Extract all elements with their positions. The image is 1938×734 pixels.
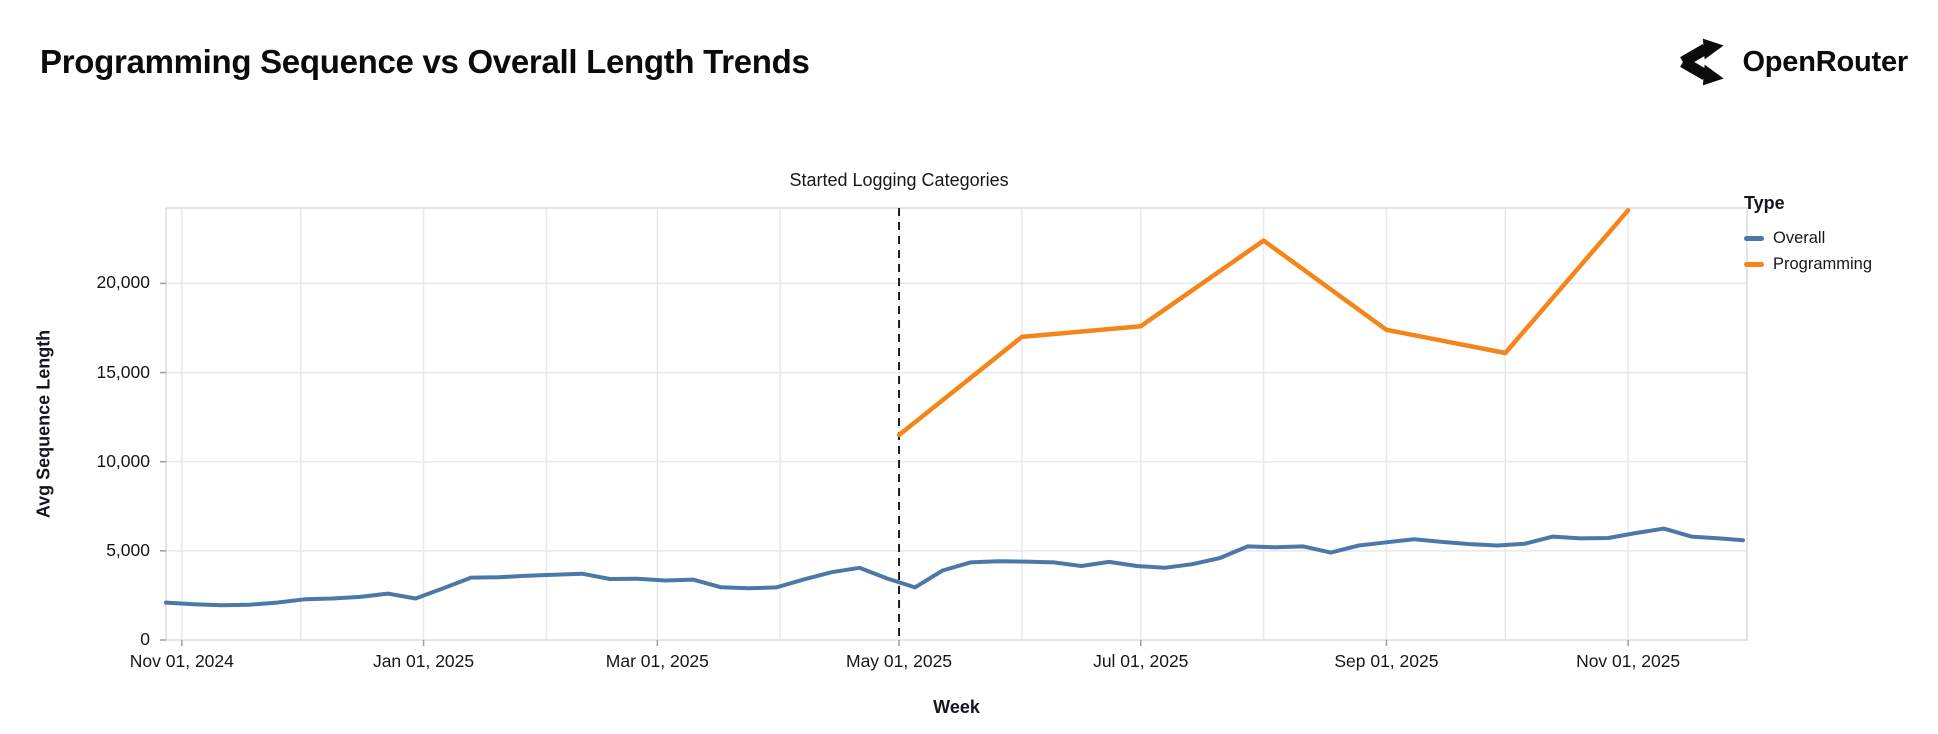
- page-header: Programming Sequence vs Overall Length T…: [40, 34, 1908, 90]
- plot-border: [165, 207, 1748, 641]
- legend-swatch-overall-icon: [1744, 236, 1764, 241]
- brand: OpenRouter: [1676, 34, 1908, 90]
- x-tick-label: Mar 01, 2025: [605, 651, 709, 671]
- y-tick-label: 5,000: [106, 539, 150, 560]
- legend-swatch-programming-icon: [1744, 262, 1764, 267]
- y-axis-title: Avg Sequence Length: [33, 329, 54, 519]
- x-tick-label: Sep 01, 2025: [1334, 651, 1439, 671]
- legend-label-overall: Overall: [1773, 229, 1826, 247]
- legend-title: Type: [1744, 193, 1785, 213]
- y-tick-label: 15,000: [96, 361, 150, 382]
- x-tick-label: Nov 01, 2024: [129, 651, 234, 671]
- y-tick-label: 20,000: [96, 272, 150, 293]
- legend-item-overall: Overall: [1744, 229, 1872, 248]
- x-tick-label: May 01, 2025: [846, 651, 953, 671]
- y-tick-label: 10,000: [96, 450, 150, 471]
- series-line-overall: [164, 526, 1745, 608]
- annotation-label: Started Logging Categories: [789, 170, 1009, 190]
- x-tick-label: Jul 01, 2025: [1093, 651, 1189, 671]
- y-tick-label: 0: [140, 629, 150, 649]
- series-line-programming: [896, 208, 1631, 438]
- brand-name: OpenRouter: [1742, 45, 1908, 78]
- legend: Type Overall Programming: [1744, 193, 1872, 281]
- x-tick-label: Nov 01, 2025: [1576, 651, 1681, 671]
- page-title: Programming Sequence vs Overall Length T…: [40, 43, 810, 80]
- legend-item-programming: Programming: [1744, 255, 1872, 274]
- openrouter-logo-icon: [1680, 38, 1725, 86]
- x-axis-title: Week: [933, 697, 980, 717]
- x-tick-label: Jan 01, 2025: [372, 651, 475, 671]
- legend-label-programming: Programming: [1773, 255, 1873, 273]
